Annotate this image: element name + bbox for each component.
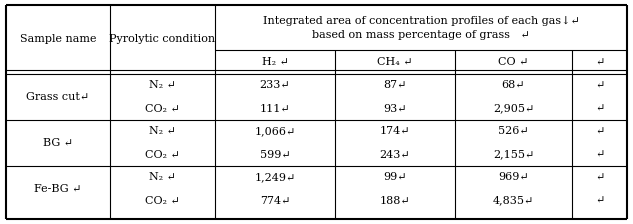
Text: ↵: ↵ — [595, 149, 604, 159]
Text: 93↵: 93↵ — [383, 103, 407, 114]
Text: Pyrolytic condition: Pyrolytic condition — [110, 34, 216, 45]
Text: 243↵: 243↵ — [380, 149, 410, 159]
Text: 2,905↵: 2,905↵ — [493, 103, 534, 114]
Text: 1,249↵: 1,249↵ — [254, 172, 296, 183]
Text: ↵: ↵ — [595, 196, 604, 205]
Text: CO ↵: CO ↵ — [498, 57, 529, 67]
Text: H₂ ↵: H₂ ↵ — [261, 57, 289, 67]
Text: ↵: ↵ — [595, 127, 604, 136]
Text: 599↵: 599↵ — [260, 149, 291, 159]
Text: N₂ ↵: N₂ ↵ — [149, 80, 176, 90]
Text: 68↵: 68↵ — [502, 80, 525, 90]
Text: Grass cut↵: Grass cut↵ — [27, 92, 90, 102]
Text: CH₄ ↵: CH₄ ↵ — [377, 57, 413, 67]
Text: 774↵: 774↵ — [260, 196, 291, 205]
Text: BG ↵: BG ↵ — [43, 138, 73, 148]
Text: ↵: ↵ — [595, 57, 604, 67]
Text: ↵: ↵ — [595, 103, 604, 114]
Text: 969↵: 969↵ — [498, 172, 529, 183]
Text: 87↵: 87↵ — [383, 80, 407, 90]
Text: 4,835↵: 4,835↵ — [493, 196, 534, 205]
Text: CO₂ ↵: CO₂ ↵ — [145, 103, 180, 114]
Text: ↵: ↵ — [595, 80, 604, 90]
Text: Sample name: Sample name — [20, 34, 96, 45]
Text: Integrated area of concentration profiles of each gas↓↵: Integrated area of concentration profile… — [263, 15, 579, 26]
Text: 2,155↵: 2,155↵ — [493, 149, 534, 159]
Text: CO₂ ↵: CO₂ ↵ — [145, 196, 180, 205]
Text: based on mass percentage of grass   ↵: based on mass percentage of grass ↵ — [312, 30, 530, 39]
Text: 1,066↵: 1,066↵ — [254, 127, 296, 136]
Text: N₂ ↵: N₂ ↵ — [149, 172, 176, 183]
Text: 188↵: 188↵ — [380, 196, 410, 205]
Text: CO₂ ↵: CO₂ ↵ — [145, 149, 180, 159]
Text: 526↵: 526↵ — [498, 127, 529, 136]
Text: 99↵: 99↵ — [383, 172, 407, 183]
Text: 174↵: 174↵ — [380, 127, 410, 136]
Text: ↵: ↵ — [595, 172, 604, 183]
Text: N₂ ↵: N₂ ↵ — [149, 127, 176, 136]
Text: Fe-BG ↵: Fe-BG ↵ — [34, 184, 82, 194]
Text: 233↵: 233↵ — [260, 80, 291, 90]
Text: 111↵: 111↵ — [260, 103, 291, 114]
